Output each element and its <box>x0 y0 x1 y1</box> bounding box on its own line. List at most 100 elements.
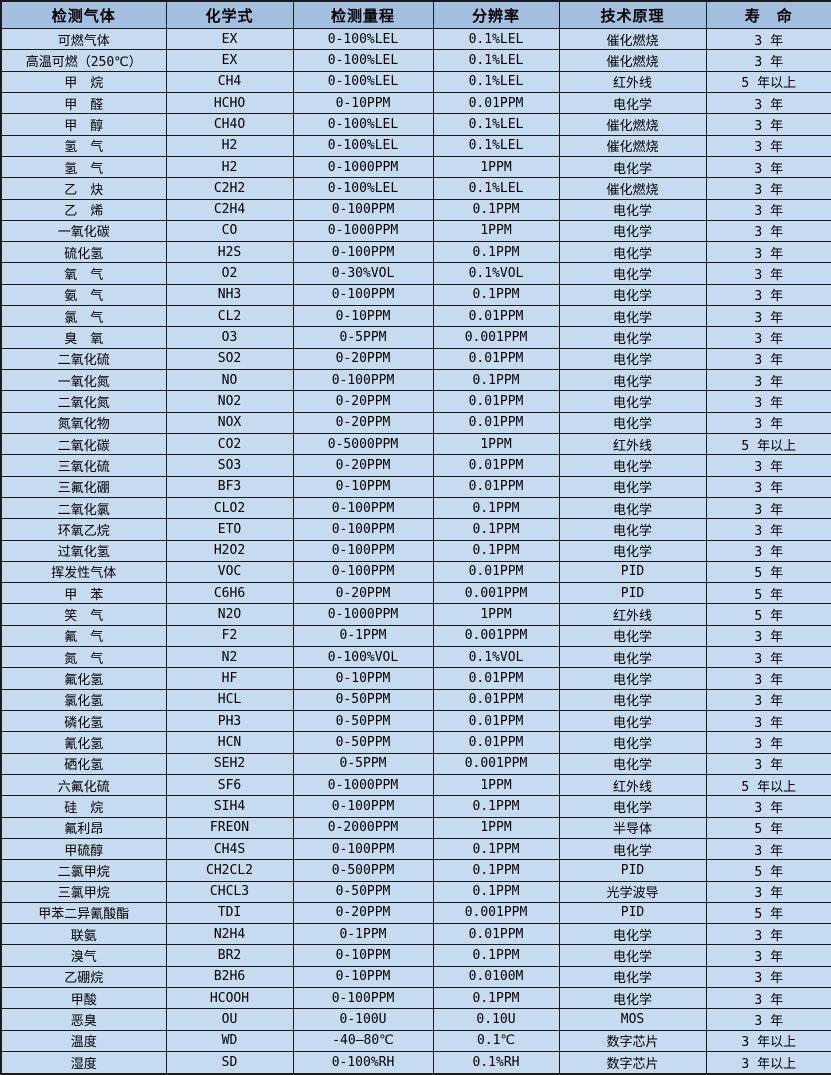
cell-range: 0-1000PPM <box>292 155 434 179</box>
table-row: 二氧化氮 NO2 0-20PPM 0.01PPM 电化学 3 年 <box>0 390 831 413</box>
cell-range: 0-100PPM <box>292 837 434 861</box>
cell-lifespan: 5 年 <box>705 560 831 584</box>
cell-formula: CH4 <box>165 70 294 93</box>
cell-gas: 过氧化氢 <box>0 539 167 562</box>
cell-gas: 乙 炔 <box>0 177 167 200</box>
cell-gas: 氢 气 <box>0 155 167 179</box>
cell-gas: 二氧化氯 <box>0 496 167 520</box>
cell-resolution: 0.001PPM <box>432 752 560 775</box>
cell-lifespan: 3 年 <box>705 646 831 669</box>
cell-resolution: 0.01PPM <box>432 91 560 115</box>
cell-formula: PH3 <box>165 709 294 733</box>
cell-range: 0-100PPM <box>292 518 434 541</box>
cell-lifespan: 3 年 <box>705 177 831 200</box>
cell-formula: H2O2 <box>165 539 294 562</box>
cell-resolution: 0.10U <box>432 1008 560 1031</box>
cell-resolution: 0.001PPM <box>432 901 560 925</box>
cell-gas: 氨 气 <box>0 283 167 307</box>
table-row: 笑 气 N2O 0-1000PPM 1PPM 红外线 5 年 <box>0 603 831 626</box>
cell-principle: 电化学 <box>558 475 707 498</box>
cell-resolution: 0.1%RH <box>432 1051 560 1075</box>
cell-principle: 电化学 <box>558 539 707 562</box>
cell-resolution: 0.1PPM <box>432 795 560 818</box>
cell-principle: 电化学 <box>558 496 707 520</box>
cell-formula: SIH4 <box>165 795 294 818</box>
cell-range: 0-20PPM <box>292 901 434 925</box>
column-header-formula: 化学式 <box>165 0 294 29</box>
cell-range: 0-500PPM <box>292 859 434 882</box>
table-row: 二氧化氯 CLO2 0-100PPM 0.1PPM 电化学 3 年 <box>0 496 831 520</box>
cell-resolution: 0.1PPM <box>432 859 560 882</box>
cell-formula: SO3 <box>165 454 294 477</box>
cell-gas: 甲 烷 <box>0 70 167 93</box>
cell-lifespan: 3 年 <box>705 709 831 733</box>
cell-gas: 甲酸 <box>0 987 167 1010</box>
cell-lifespan: 3 年 <box>705 390 831 413</box>
cell-resolution: 1PPM <box>432 603 560 626</box>
cell-principle: PID <box>558 901 707 925</box>
cell-gas: 甲 苯 <box>0 582 167 605</box>
cell-gas: 乙 烯 <box>0 198 167 221</box>
cell-formula: CH2CL2 <box>165 859 294 882</box>
cell-gas: 甲苯二异氰酸酯 <box>0 901 167 925</box>
cell-gas: 氮氧化物 <box>0 411 167 434</box>
cell-formula: N2 <box>165 646 294 669</box>
cell-resolution: 0.1PPM <box>432 283 560 307</box>
cell-formula: NO2 <box>165 390 294 413</box>
cell-gas: 湿度 <box>0 1051 167 1075</box>
cell-range: 0-10PPM <box>292 91 434 115</box>
cell-resolution: 0.1%VOL <box>432 646 560 669</box>
table-row: 磷化氢 PH3 0-50PPM 0.01PPM 电化学 3 年 <box>0 709 831 733</box>
cell-principle: 电化学 <box>558 454 707 477</box>
cell-lifespan: 3 年 <box>705 219 831 243</box>
cell-lifespan: 3 年 <box>705 965 831 989</box>
cell-principle: 电化学 <box>558 411 707 434</box>
table-row: 氯化氢 HCL 0-50PPM 0.01PPM 电化学 3 年 <box>0 688 831 712</box>
cell-range: 0-5PPM <box>292 326 434 349</box>
cell-gas: 氢 气 <box>0 134 167 157</box>
cell-principle: 电化学 <box>558 944 707 967</box>
cell-principle: 电化学 <box>558 795 707 818</box>
cell-gas: 甲 醛 <box>0 91 167 115</box>
cell-principle: 催化燃烧 <box>558 113 707 136</box>
cell-lifespan: 3 年 <box>705 326 831 349</box>
cell-lifespan: 5 年 <box>705 582 831 605</box>
table-body: 可燃气体 EX 0-100%LEL 0.1%LEL 催化燃烧 3 年高温可燃（250℃） E… <box>0 27 831 1075</box>
cell-principle: 催化燃烧 <box>558 27 707 51</box>
cell-resolution: 0.0100M <box>432 965 560 989</box>
cell-principle: 电化学 <box>558 731 707 754</box>
cell-principle: 电化学 <box>558 155 707 179</box>
cell-resolution: 1PPM <box>432 816 560 839</box>
cell-range: 0-5000PPM <box>292 432 434 456</box>
cell-resolution: 0.1PPM <box>432 518 560 541</box>
cell-gas: 二氧化氮 <box>0 390 167 413</box>
table-row: 氰化氢 HCN 0-50PPM 0.01PPM 电化学 3 年 <box>0 731 831 754</box>
cell-formula: HCOOH <box>165 987 294 1010</box>
cell-gas: 二氯甲烷 <box>0 859 167 882</box>
cell-range: 0-1000PPM <box>292 603 434 626</box>
cell-principle: 电化学 <box>558 646 707 669</box>
cell-lifespan: 3 年 <box>705 198 831 221</box>
cell-range: 0-30%VOL <box>292 262 434 285</box>
cell-gas: 二氧化硫 <box>0 347 167 371</box>
cell-resolution: 1PPM <box>432 773 560 797</box>
cell-resolution: 0.1PPM <box>432 241 560 264</box>
cell-lifespan: 3 年以上 <box>705 1029 831 1053</box>
cell-gas: 环氧乙烷 <box>0 518 167 541</box>
cell-lifespan: 3 年 <box>705 305 831 328</box>
cell-resolution: 1PPM <box>432 219 560 243</box>
cell-principle: PID <box>558 560 707 584</box>
cell-lifespan: 3 年 <box>705 262 831 285</box>
cell-lifespan: 3 年 <box>705 923 831 946</box>
cell-range: 0-20PPM <box>292 582 434 605</box>
cell-lifespan: 5 年 <box>705 859 831 882</box>
cell-principle: 电化学 <box>558 283 707 307</box>
column-header-lifespan: 寿 命 <box>705 0 831 29</box>
cell-range: 0-10PPM <box>292 667 434 690</box>
table-row: 三氯甲烷 CHCL3 0-50PPM 0.1PPM 光学波导 3 年 <box>0 880 831 903</box>
table-row: 六氟化硫 SF6 0-1000PPM 1PPM 红外线 5 年以上 <box>0 773 831 797</box>
cell-lifespan: 3 年 <box>705 795 831 818</box>
cell-principle: 数字芯片 <box>558 1051 707 1075</box>
cell-principle: 电化学 <box>558 688 707 712</box>
cell-principle: 电化学 <box>558 347 707 371</box>
